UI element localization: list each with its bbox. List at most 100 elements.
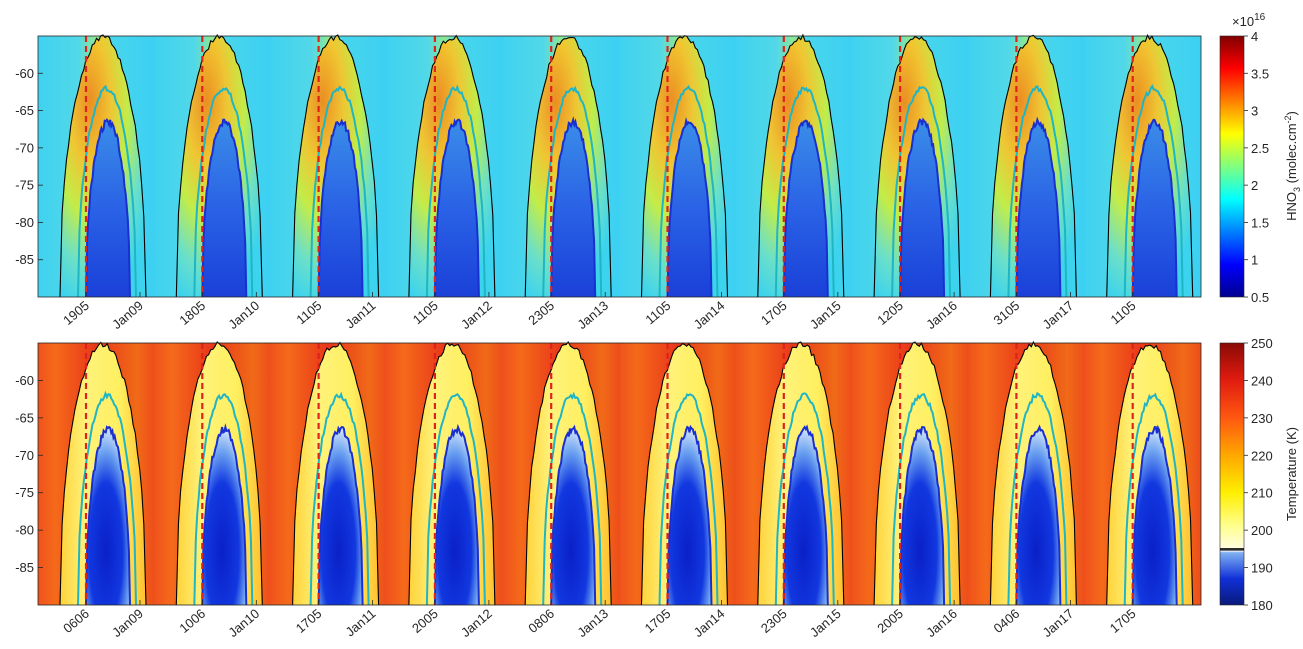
- x-tick-label-year: Jan12: [458, 298, 495, 332]
- hno3-depleted-region: [318, 121, 363, 297]
- x-tick-label-year: Jan11: [342, 298, 378, 332]
- colorbar-tick-label: 0.5: [1251, 290, 1269, 305]
- y-tick-label: -75: [15, 178, 34, 193]
- x-tick-label-year: Jan14: [691, 298, 728, 332]
- x-tick-label-year: Jan14: [691, 606, 728, 640]
- x-tick-label-onset: 0806: [525, 606, 557, 636]
- x-tick-label-onset: 1705: [642, 606, 674, 636]
- inner-boundary-line: [85, 425, 131, 606]
- middle-boundary-line: [658, 84, 719, 298]
- inner-boundary-line: [1015, 424, 1062, 606]
- middle-boundary-line: [658, 393, 719, 606]
- temperature-cold-region: [783, 427, 828, 605]
- middle-boundary-line: [193, 86, 254, 298]
- x-tick-label-onset: 2005: [409, 606, 441, 636]
- temperature-cold-region: [667, 427, 712, 605]
- hno3-colorbar: [1219, 35, 1245, 298]
- x-tick-label-onset: 1105: [642, 298, 673, 327]
- colorbar-exponent: ×1016: [1232, 12, 1266, 29]
- hno3-depleted-region: [202, 119, 247, 297]
- inner-boundary-line: [666, 424, 713, 606]
- inner-boundary-line: [433, 118, 480, 298]
- y-tick-label: -85: [15, 560, 34, 575]
- hno3-depleted-region: [434, 119, 479, 297]
- middle-boundary-line: [1123, 392, 1184, 606]
- middle-boundary-line: [891, 85, 952, 298]
- colorbar-tick-label: 1.5: [1251, 215, 1269, 230]
- x-tick-label-onset: 3105: [991, 298, 1023, 328]
- hno3-depleted-region: [1132, 119, 1177, 297]
- outer-boundary-line: [1106, 344, 1194, 606]
- outer-boundary-line: [175, 341, 263, 606]
- colorbar-tick-label: 1: [1251, 253, 1258, 268]
- hno3-depleted-region: [783, 120, 828, 297]
- inner-boundary-line: [317, 425, 364, 606]
- temperature-cold-region: [318, 427, 363, 605]
- inner-boundary-line: [782, 119, 829, 298]
- x-tick-label-onset: 1105: [410, 298, 441, 327]
- y-tick-label: -65: [15, 410, 34, 425]
- colorbar-tick-label: 240: [1251, 373, 1273, 388]
- colorbar-tick-label: 180: [1251, 598, 1273, 613]
- temperature-cold-region: [86, 427, 130, 605]
- temperature-panel: -60 -65 -70 -75 -80 -85 0606 Jan09 1006 Jan10 170…: [15, 336, 1299, 640]
- x-tick-label-year: Jan10: [225, 606, 262, 640]
- outer-boundary-line: [1106, 33, 1194, 298]
- y-tick-label: -70: [15, 140, 34, 155]
- y-tick-label: -70: [15, 448, 34, 463]
- x-tick-label-onset: 2305: [525, 298, 557, 328]
- x-tick-label-year: Jan09: [109, 606, 146, 640]
- outer-boundary-line: [408, 34, 496, 298]
- x-tick-label-onset: 1205: [874, 298, 906, 328]
- x-tick-label-year: Jan13: [574, 606, 611, 640]
- x-tick-label-onset: 1905: [60, 298, 92, 328]
- x-tick-label-year: Jan11: [342, 606, 378, 640]
- temperature-cold-region: [551, 427, 596, 605]
- hno3-depleted-region: [86, 119, 130, 297]
- middle-boundary-line: [77, 84, 137, 298]
- hno3-depleted-region: [667, 120, 712, 297]
- inner-boundary-line: [899, 426, 946, 606]
- y-tick-label: -65: [15, 103, 34, 118]
- outer-boundary-line: [524, 341, 612, 606]
- colorbar-tick-label: 210: [1251, 486, 1273, 501]
- inner-boundary-line: [201, 118, 248, 298]
- x-tick-label-onset: 1705: [758, 298, 790, 328]
- inner-boundary-line: [201, 423, 248, 606]
- y-tick-label: -80: [15, 215, 34, 230]
- x-tick-label-onset: 2305: [758, 606, 790, 636]
- inner-boundary-line: [1015, 116, 1062, 298]
- colorbar-tick-label: 3: [1251, 104, 1258, 119]
- x-tick-label-onset: 1705: [1107, 606, 1139, 636]
- x-tick-label-onset: 2005: [874, 606, 906, 636]
- middle-boundary-line: [774, 86, 835, 298]
- outer-boundary-line: [640, 343, 729, 606]
- outer-boundary-line: [408, 342, 496, 606]
- middle-boundary-line: [77, 390, 137, 606]
- outer-boundary-line: [292, 341, 380, 606]
- colorbar-tick-label: 190: [1251, 561, 1273, 576]
- x-tick-label-year: Jan15: [807, 298, 844, 332]
- inner-boundary-line: [899, 117, 946, 298]
- inner-boundary-line: [782, 424, 829, 606]
- x-tick-label-onset: 1105: [293, 298, 324, 327]
- x-tick-label-year: Jan15: [807, 606, 844, 640]
- x-tick-label-year: Jan10: [225, 298, 262, 332]
- middle-boundary-line: [309, 85, 370, 298]
- colorbar-tick-label: 230: [1251, 411, 1273, 426]
- x-tick-label-onset: 1805: [176, 298, 208, 328]
- outer-boundary-line: [989, 340, 1077, 606]
- outer-boundary-line: [757, 341, 845, 606]
- inner-boundary-line: [1131, 424, 1178, 606]
- inner-boundary-line: [85, 118, 131, 298]
- colorbar-tick-label: 3.5: [1251, 66, 1269, 81]
- y-tick-label: -85: [15, 252, 34, 267]
- colorbar-tick-label: 2: [1251, 178, 1258, 193]
- y-tick-label: -60: [15, 373, 34, 388]
- x-tick-label-year: Jan17: [1040, 606, 1077, 640]
- middle-boundary-line: [1007, 85, 1068, 298]
- colorbar-tick-label: 4: [1251, 29, 1258, 44]
- y-tick-label: -75: [15, 485, 34, 500]
- inner-boundary-line: [1131, 118, 1178, 298]
